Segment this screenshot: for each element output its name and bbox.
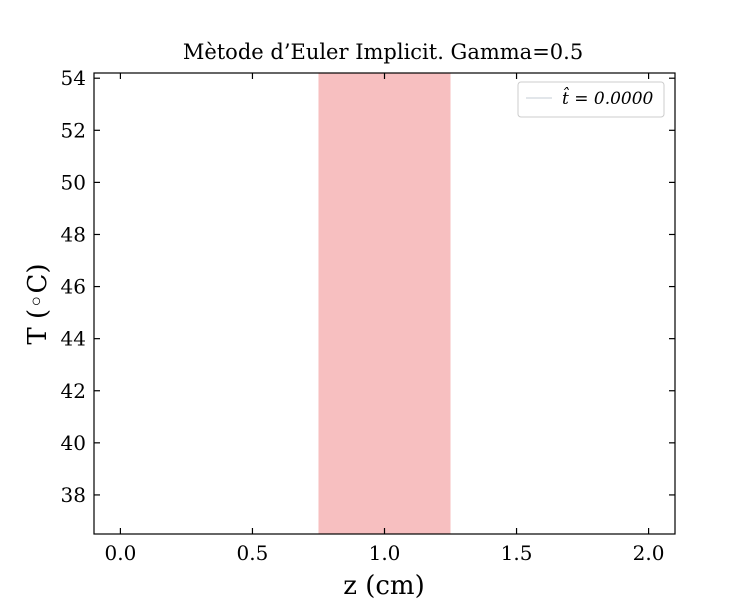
y-tick-label: 52 (61, 118, 86, 142)
y-tick-label: 42 (61, 379, 86, 403)
plot-area (318, 73, 451, 534)
x-tick-label: 0.0 (105, 541, 137, 565)
y-tick-label: 40 (61, 431, 86, 455)
shaded-region (318, 73, 451, 534)
x-axis-label: z (cm) (343, 571, 424, 600)
x-tick-label: 0.5 (237, 541, 269, 565)
x-tick-label: 2.0 (633, 541, 665, 565)
y-tick-label: 38 (61, 483, 86, 507)
legend-label: t̂ = 0.0000 (562, 87, 654, 109)
y-axis-label: T (◦C) (23, 263, 53, 344)
y-tick-label: 48 (61, 222, 86, 246)
y-axis: 38 40 42 44 46 48 50 52 54 (61, 66, 675, 507)
legend: t̂ = 0.0000 (517, 81, 665, 118)
x-tick-label: 1.0 (369, 541, 401, 565)
x-tick-label: 1.5 (501, 541, 533, 565)
y-tick-label: 46 (61, 275, 86, 299)
y-tick-label: 50 (61, 170, 86, 194)
y-tick-label: 54 (61, 66, 86, 90)
x-axis: 0.0 0.5 1.0 1.5 2.0 (105, 73, 665, 565)
y-tick-label: 44 (61, 327, 86, 351)
legend-box (517, 81, 665, 118)
chart-title: Mètode d’Euler Implicit. Gamma=0.5 (183, 40, 583, 64)
